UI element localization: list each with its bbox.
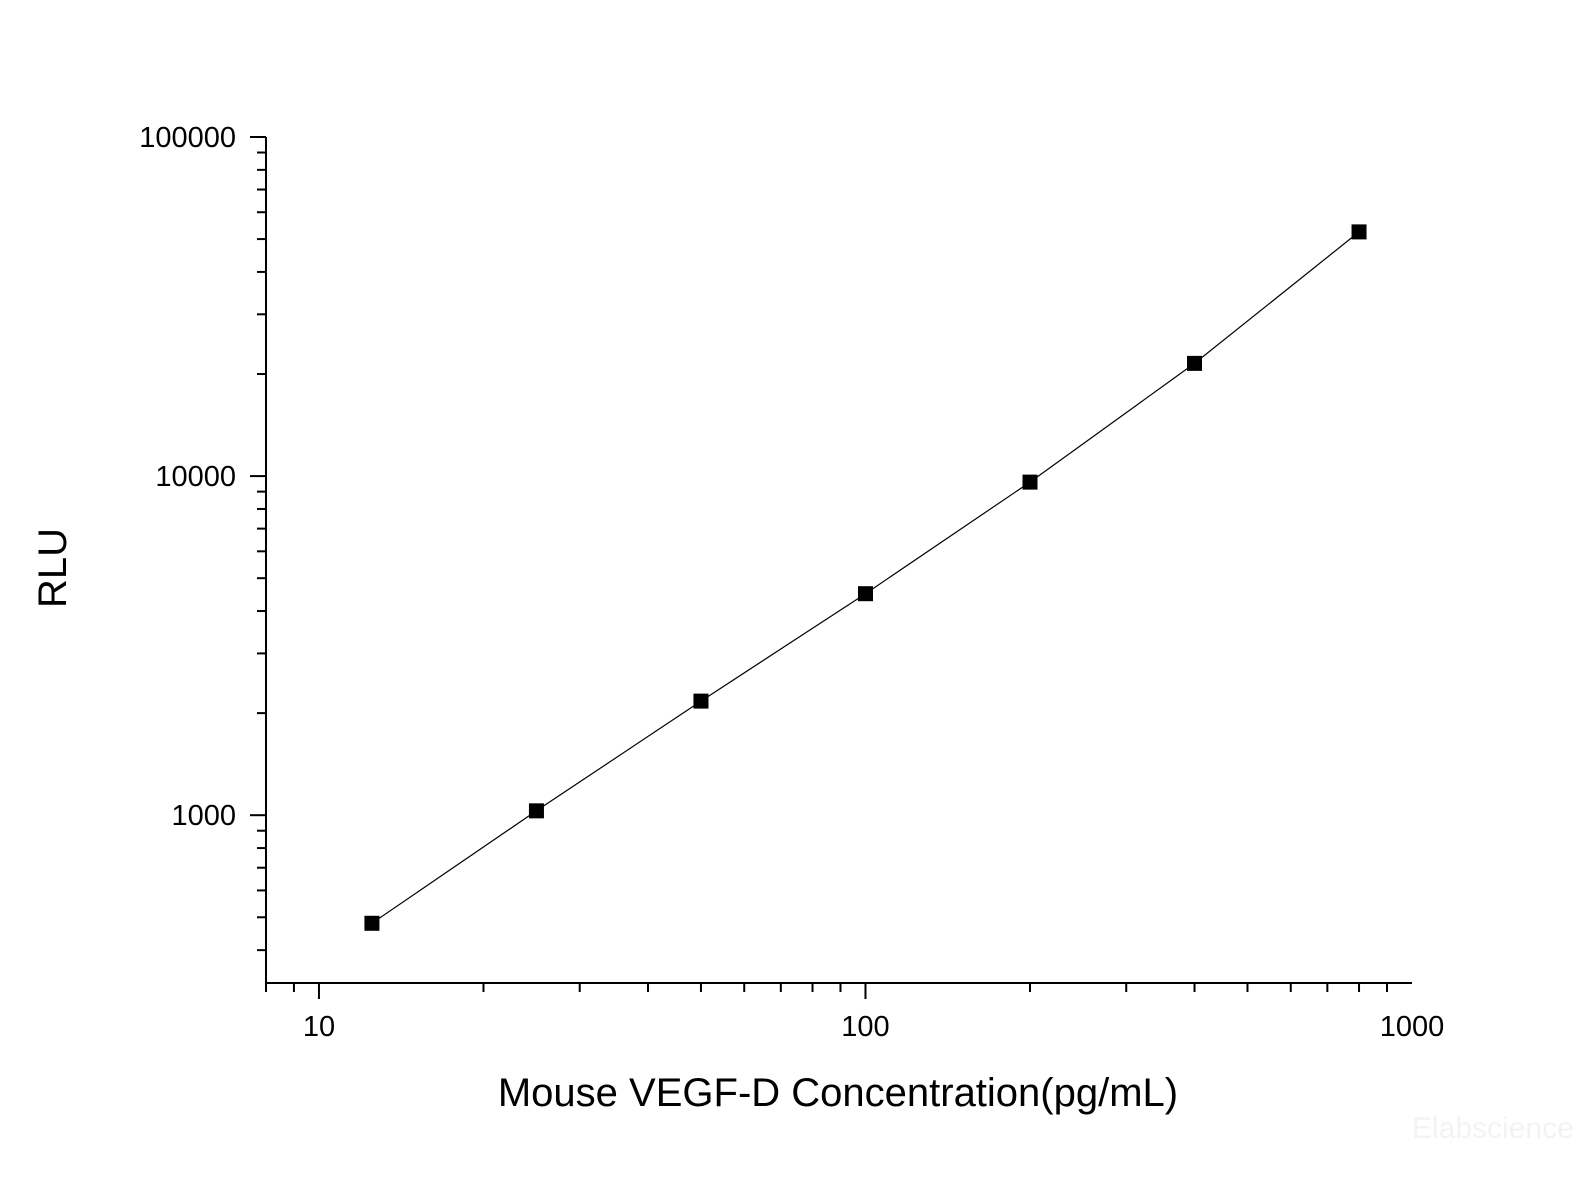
- data-point: [1022, 474, 1038, 490]
- ticks: [250, 136, 1388, 999]
- y-axis-title: RLU: [31, 528, 75, 608]
- watermark-text: Elabscience: [1412, 1112, 1574, 1145]
- data-point: [1351, 224, 1367, 240]
- series-line: [371, 231, 1360, 924]
- y-tick-label: 10000: [155, 461, 236, 493]
- x-tick-label: 10: [303, 1011, 335, 1043]
- data-point: [364, 915, 380, 931]
- axes: [265, 137, 1412, 984]
- tick-labels: 10 100 1000 1000 10000 100000: [139, 122, 1444, 1043]
- x-tick-label: 100: [841, 1011, 889, 1043]
- x-tick-label: 1000: [1380, 1011, 1445, 1043]
- data-point: [528, 803, 544, 819]
- x-axis-title: Mouse VEGF-D Concentration(pg/mL): [498, 1071, 1178, 1115]
- data-point: [693, 693, 709, 709]
- series-line-layer: [371, 231, 1360, 924]
- data-points: [364, 224, 1367, 931]
- data-point: [857, 586, 873, 602]
- data-point: [1187, 355, 1203, 371]
- y-tick-label: 100000: [139, 122, 236, 154]
- y-tick-label: 1000: [171, 800, 236, 832]
